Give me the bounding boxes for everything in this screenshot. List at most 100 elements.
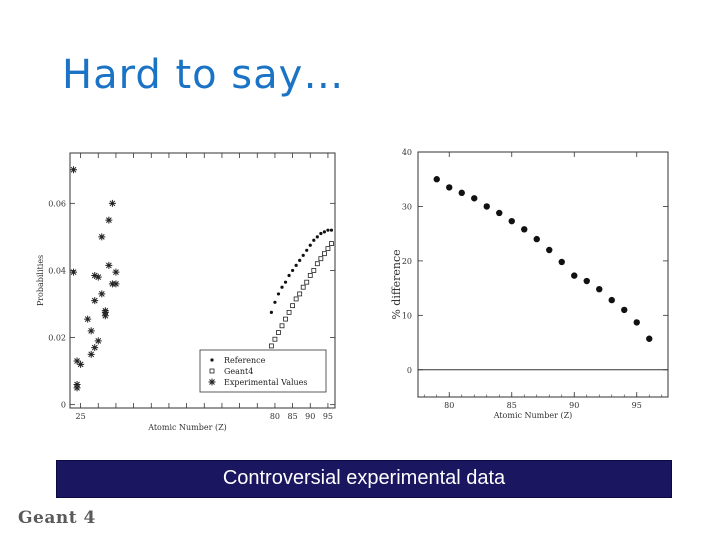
y-axis-label: % difference: [390, 249, 403, 319]
legend-marker: [208, 378, 216, 386]
data-point: [279, 323, 285, 329]
data-point: [446, 184, 453, 191]
data-point: [318, 256, 324, 262]
data-point: [287, 273, 291, 278]
data-point: [286, 309, 292, 315]
x-tick-label: 90: [305, 412, 315, 421]
legend-marker: [210, 358, 214, 362]
data-point: [583, 277, 590, 285]
x-tick-label: 85: [507, 401, 517, 410]
data-point: [319, 231, 323, 236]
data-point: [307, 273, 313, 278]
data-point: [272, 336, 278, 342]
x-tick-label: 95: [632, 401, 642, 410]
data-point: [471, 195, 478, 202]
data-point: [315, 235, 319, 239]
data-point: [329, 228, 334, 232]
x-tick-label: 90: [569, 401, 579, 410]
y-tick-label: 20: [402, 257, 412, 266]
y-tick-label: 30: [402, 202, 412, 211]
data-point: [633, 319, 640, 326]
data-point: [321, 251, 327, 257]
data-point: [496, 209, 503, 217]
data-point: [276, 330, 281, 335]
y-tick-label: 0: [407, 366, 412, 375]
legend-entry: Experimental Values: [224, 378, 308, 387]
x-tick-label: 80: [444, 401, 454, 410]
caption-bar: Controversial experimental data: [56, 460, 672, 498]
x-tick-label: 80: [270, 412, 280, 421]
data-point: [291, 268, 295, 273]
data-point: [283, 280, 288, 284]
data-point: [308, 243, 312, 247]
slide-title: Hard to say…: [62, 52, 345, 98]
data-point: [112, 280, 120, 288]
data-point: [84, 315, 92, 323]
plot-frame: [69, 152, 336, 409]
data-point: [312, 238, 316, 242]
data-point: [304, 279, 310, 285]
data-point: [325, 246, 331, 252]
x-tick-label: 25: [76, 412, 86, 421]
data-point: [98, 233, 106, 241]
y-tick-label: 0.04: [48, 266, 66, 275]
data-point: [508, 217, 515, 225]
data-point: [73, 384, 81, 392]
data-point: [280, 285, 284, 289]
data-point: [608, 296, 615, 304]
data-point: [297, 291, 303, 297]
data-point: [301, 253, 305, 257]
data-point: [269, 310, 273, 314]
x-tick-label: 85: [288, 412, 298, 421]
x-axis-label: Atomic Number (Z): [147, 423, 227, 432]
data-point: [273, 300, 277, 304]
data-point: [112, 268, 120, 276]
data-point: [521, 226, 528, 233]
data-point: [546, 246, 553, 254]
data-point: [322, 230, 326, 234]
y-tick-label: 10: [402, 311, 412, 320]
data-point: [101, 308, 109, 316]
legend-marker: [209, 368, 215, 374]
data-point: [329, 241, 334, 246]
data-point: [268, 343, 274, 349]
probabilities-chart: 25 80 85 90 95 0 0.02 0.04 0.06 Atomic Number (Z)…: [36, 152, 336, 432]
data-point: [70, 166, 78, 174]
data-point: [98, 290, 106, 298]
plot-frame: [417, 151, 669, 398]
data-point: [105, 261, 113, 269]
data-point: [305, 248, 309, 252]
geant4-logo: Geant 4: [18, 508, 96, 528]
data-point: [326, 228, 330, 232]
y-tick-label: 40: [402, 148, 412, 157]
data-point: [596, 286, 603, 293]
data-point: [300, 284, 306, 290]
y-tick-label: 0.02: [48, 334, 66, 343]
data-point: [105, 216, 113, 224]
percent-difference-chart: 80 85 90 95 0 10 20 30 40 Atomic Number (Z) % diff…: [390, 148, 669, 420]
legend-entry: Geant4: [224, 367, 253, 376]
legend-entry: Reference: [224, 356, 266, 365]
data-point: [298, 258, 302, 262]
data-point: [87, 327, 95, 335]
data-point: [77, 360, 85, 368]
data-point: [290, 303, 296, 309]
y-tick-label: 0.06: [48, 199, 66, 208]
y-axis-label: Probabilities: [36, 255, 45, 306]
caption-text: Controversial experimental data: [222, 467, 506, 489]
data-point: [621, 306, 628, 314]
data-point: [294, 263, 298, 268]
data-point: [91, 297, 99, 305]
data-point: [558, 258, 565, 266]
data-point: [283, 316, 288, 322]
data-point: [433, 176, 440, 183]
data-point: [646, 335, 653, 342]
data-point: [314, 261, 320, 267]
data-point: [108, 280, 116, 288]
data-point: [571, 272, 578, 279]
data-point: [311, 268, 317, 273]
data-point: [87, 350, 95, 358]
data-point: [483, 203, 490, 210]
y-tick-label: 0: [61, 401, 66, 410]
data-point: [293, 296, 299, 302]
